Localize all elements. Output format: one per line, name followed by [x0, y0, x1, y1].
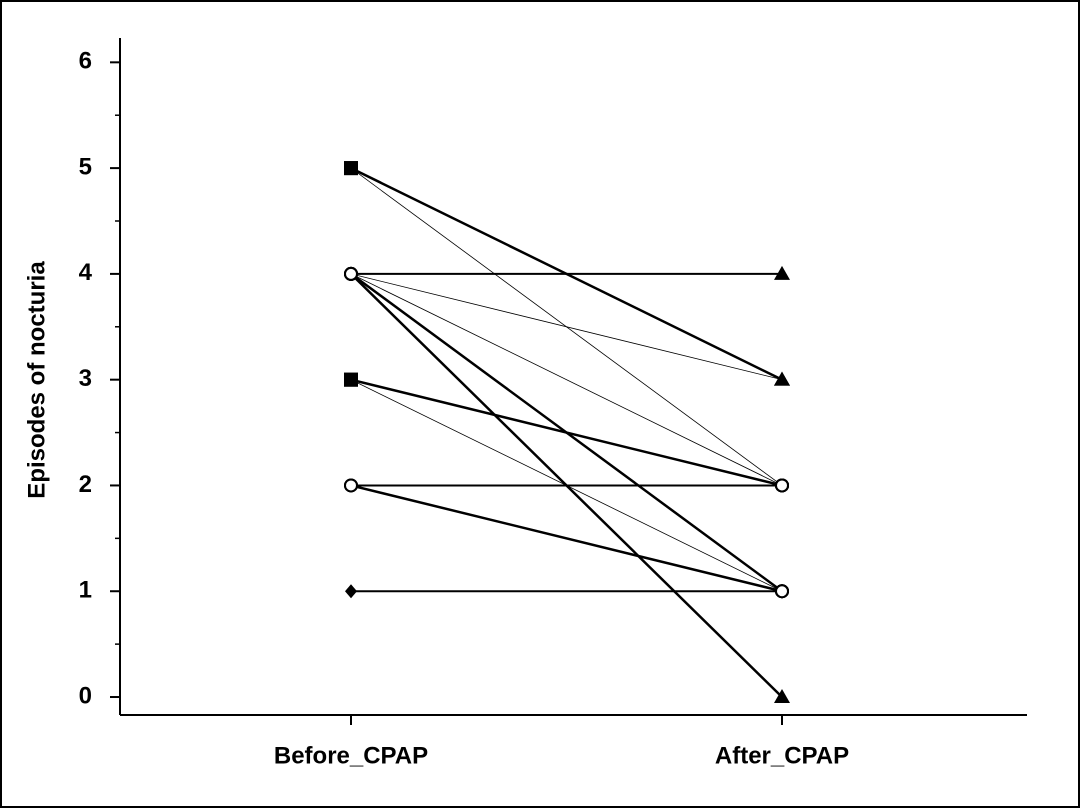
y-tick-label: 5	[79, 153, 92, 180]
marker	[344, 372, 358, 387]
marker	[774, 371, 790, 386]
series-line	[350, 273, 783, 486]
marker	[774, 265, 790, 280]
x-tick-label: Before_CPAP	[274, 742, 428, 769]
series-line	[350, 378, 783, 487]
marker	[344, 161, 358, 176]
y-axis-title: Episodes of nocturia	[23, 261, 50, 499]
y-tick-label: 1	[79, 577, 92, 604]
series-line	[350, 273, 783, 381]
y-tick-label: 2	[79, 471, 92, 498]
marker	[345, 584, 357, 599]
marker	[775, 478, 789, 493]
y-tick-label: 3	[79, 365, 92, 392]
marker	[344, 478, 358, 493]
marker	[775, 584, 789, 599]
y-tick-label: 6	[79, 48, 92, 75]
y-tick-label: 0	[79, 682, 92, 709]
marker	[344, 266, 358, 281]
series-line	[350, 484, 783, 593]
y-tick-label: 4	[79, 259, 93, 286]
marker	[774, 689, 790, 704]
x-tick-label: After_CPAP	[715, 742, 849, 769]
